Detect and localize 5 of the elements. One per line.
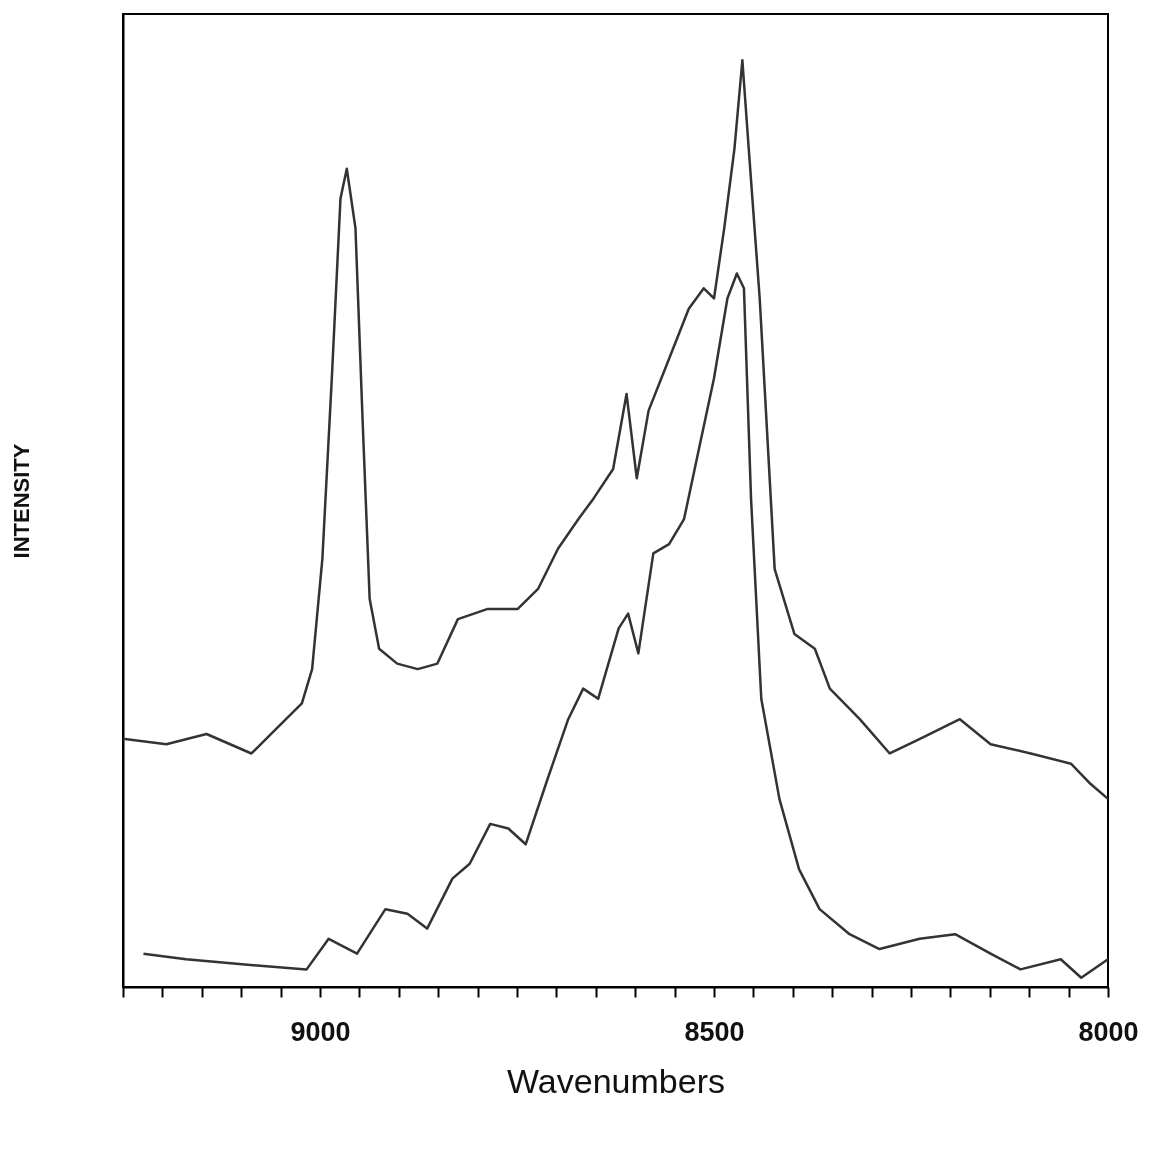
x-tick-label: 8500 — [684, 1016, 745, 1047]
y-axis-title: INTENSITY — [8, 443, 34, 559]
x-tick-label: 8000 — [1078, 1016, 1139, 1047]
x-tick-label: 9000 — [290, 1016, 351, 1047]
x-axis-title: Wavenumbers — [507, 1061, 725, 1100]
